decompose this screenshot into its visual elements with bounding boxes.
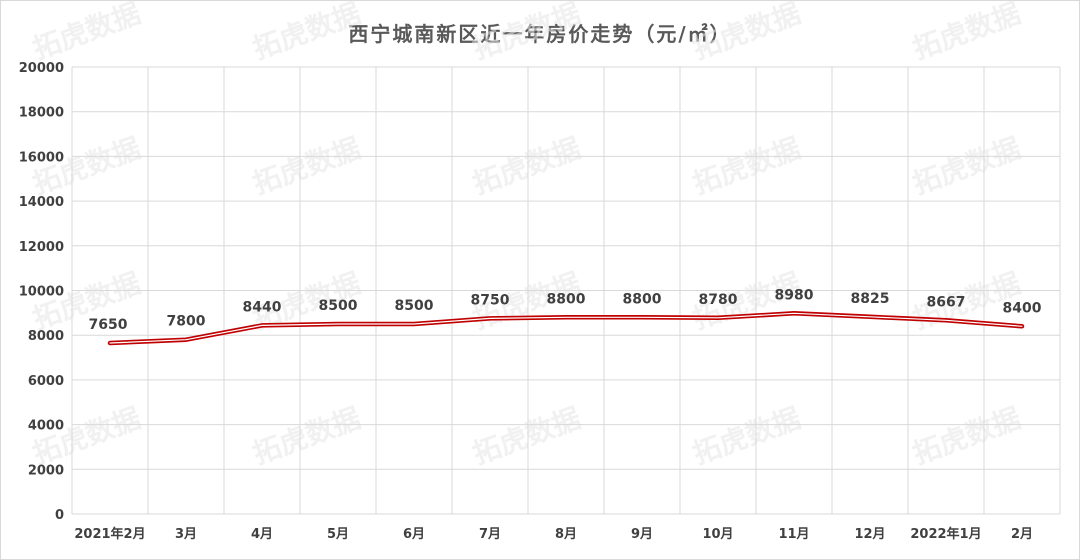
data-label: 8800 bbox=[547, 291, 586, 307]
data-label: 8980 bbox=[775, 287, 814, 303]
x-tick-label: 12月 bbox=[854, 527, 885, 542]
watermark-text: 拓虎数据 bbox=[468, 131, 585, 200]
watermark-text: 拓虎数据 bbox=[28, 131, 145, 200]
series-line-inner bbox=[109, 312, 1023, 344]
y-tick-label: 10000 bbox=[19, 285, 64, 300]
watermark-text: 拓虎数据 bbox=[688, 0, 805, 66]
data-label: 8825 bbox=[851, 291, 890, 307]
x-axis: 2021年2月 3月 4月 5月 6月 7月 8月 9月 10月 11月 12月 2022年1月 2月 bbox=[74, 526, 1033, 542]
watermark-text: 拓虎数据 bbox=[908, 401, 1025, 470]
watermark-text: 拓虎数据 bbox=[28, 401, 145, 470]
watermark-text: 拓虎数据 bbox=[468, 0, 585, 66]
y-tick-label: 14000 bbox=[19, 195, 64, 210]
x-tick-label: 2月 bbox=[1011, 527, 1033, 542]
data-label: 8440 bbox=[243, 299, 282, 315]
watermark-text: 拓虎数据 bbox=[248, 0, 365, 66]
data-label: 8500 bbox=[395, 298, 434, 314]
x-tick-label: 5月 bbox=[327, 527, 349, 542]
y-tick-label: 20000 bbox=[19, 61, 64, 76]
watermark-text: 拓虎数据 bbox=[908, 0, 1025, 66]
watermark-text: 拓虎数据 bbox=[248, 131, 365, 200]
y-axis: 0 2000 4000 6000 8000 10000 12000 14000 16000 180… bbox=[19, 61, 64, 523]
data-label-layer: 7650 7800 8440 8500 8500 8750 8800 8800 8780 8980… bbox=[89, 287, 1042, 333]
data-label: 8780 bbox=[699, 292, 738, 308]
x-tick-label: 4月 bbox=[251, 527, 273, 542]
watermark-text: 拓虎数据 bbox=[688, 401, 805, 470]
y-tick-label: 6000 bbox=[28, 374, 64, 389]
data-label: 8750 bbox=[471, 292, 510, 308]
data-label: 8500 bbox=[319, 298, 358, 314]
data-label: 7650 bbox=[89, 317, 128, 333]
data-label: 8400 bbox=[1003, 300, 1042, 316]
x-tick-label: 3月 bbox=[175, 527, 197, 542]
watermark-text: 拓虎数据 bbox=[248, 401, 365, 470]
watermark-text: 拓虎数据 bbox=[28, 0, 145, 66]
chart-title: 西宁城南新区近一年房价走势（元/㎡） bbox=[348, 22, 732, 46]
y-tick-label: 4000 bbox=[28, 419, 64, 434]
series-layer bbox=[107, 311, 1025, 346]
y-tick-label: 0 bbox=[55, 508, 64, 523]
watermark-text: 拓虎数据 bbox=[688, 131, 805, 200]
x-tick-label: 10月 bbox=[702, 527, 733, 542]
x-tick-label: 2021年2月 bbox=[74, 526, 145, 542]
y-tick-label: 2000 bbox=[28, 463, 64, 478]
watermark-text: 拓虎数据 bbox=[28, 266, 145, 335]
watermark-text: 拓虎数据 bbox=[468, 401, 585, 470]
x-tick-label: 8月 bbox=[555, 527, 577, 542]
y-tick-label: 16000 bbox=[19, 150, 64, 165]
x-tick-label: 7月 bbox=[479, 527, 501, 542]
x-tick-label: 9月 bbox=[631, 527, 653, 542]
data-label: 8800 bbox=[623, 291, 662, 307]
x-tick-label: 6月 bbox=[403, 527, 425, 542]
x-tick-label: 2022年1月 bbox=[910, 526, 981, 542]
y-tick-label: 18000 bbox=[19, 106, 64, 121]
watermark-text: 拓虎数据 bbox=[908, 131, 1025, 200]
data-label: 7800 bbox=[167, 314, 206, 330]
data-label: 8667 bbox=[927, 294, 966, 310]
grid-layer bbox=[71, 66, 1061, 515]
y-tick-label: 8000 bbox=[28, 329, 64, 344]
y-tick-label: 12000 bbox=[19, 240, 64, 255]
x-tick-label: 11月 bbox=[778, 527, 809, 542]
